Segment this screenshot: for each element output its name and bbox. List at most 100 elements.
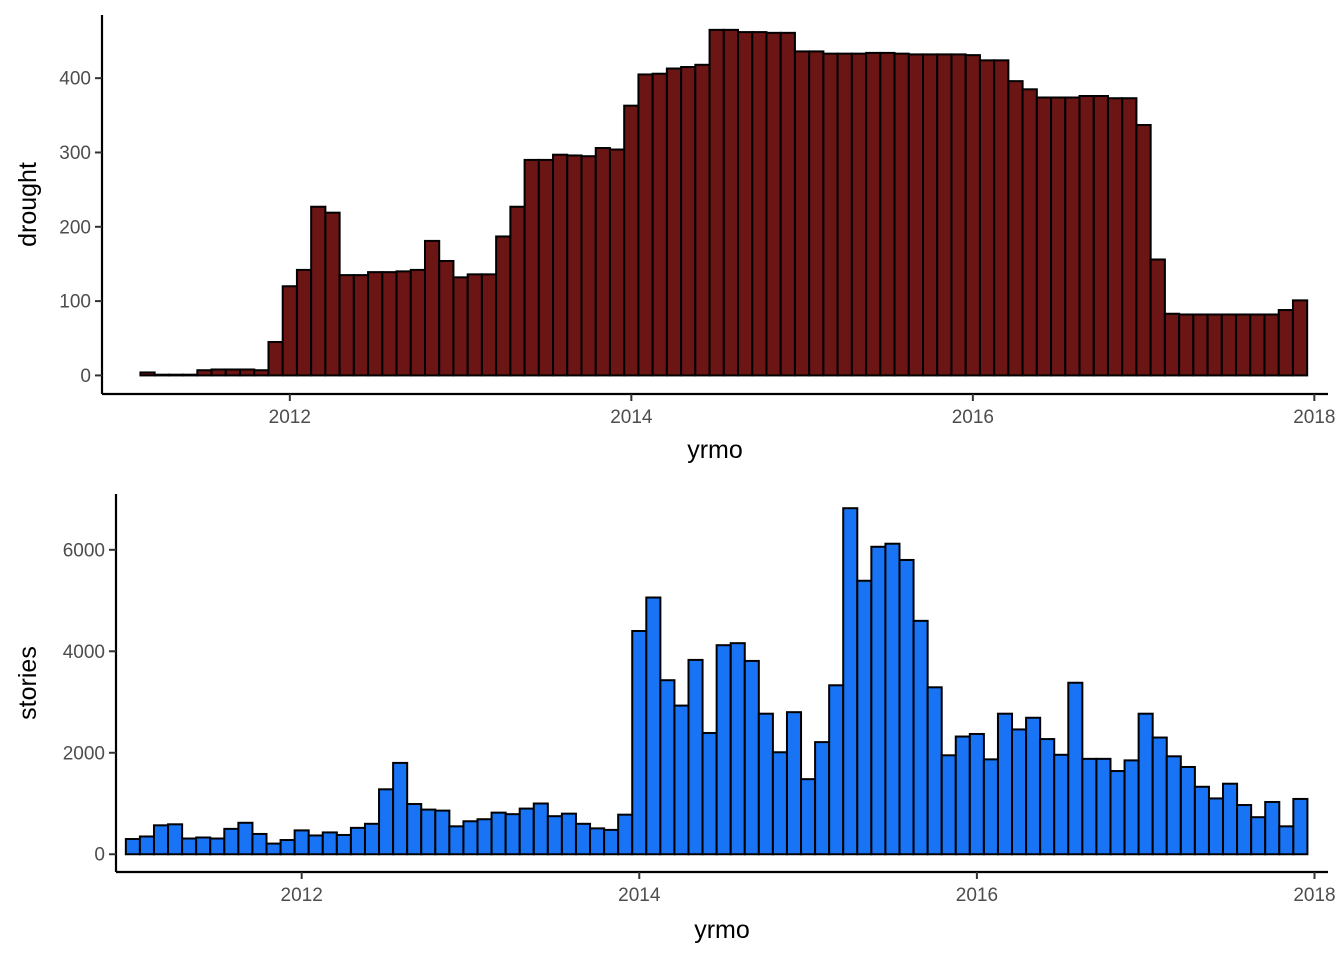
bar [828,684,845,856]
bar [210,368,227,377]
bar [884,542,901,856]
bar [574,822,592,856]
bar [124,838,141,856]
x-axis-title: yrmo [687,436,743,464]
bar [466,273,483,377]
bar [722,28,740,377]
y-tick-label: 6000 [63,540,105,561]
bar [665,67,683,377]
bar [395,270,412,377]
bar [349,826,366,856]
bar [1163,312,1181,377]
bar [757,712,774,856]
bar [842,507,859,856]
bar [814,741,831,856]
bar [743,659,760,856]
bar [139,371,156,377]
bar [295,268,313,377]
x-tick-label: 2014 [618,885,661,906]
bar [476,818,493,856]
bar [631,629,648,856]
bar [1123,759,1140,856]
bar [367,271,384,377]
bar [779,31,796,377]
y-tick-label: 400 [59,69,91,90]
bar-series [139,28,1309,377]
bar [708,28,725,377]
bar [182,373,199,377]
bar [438,259,455,377]
bar [993,59,1010,377]
bar [701,731,718,856]
bar [462,820,479,856]
bar [153,373,170,377]
bar [378,788,395,856]
bar [673,704,690,856]
x-tick-label: 2012 [269,407,311,428]
bar [729,642,746,856]
bar [1011,728,1028,856]
bar [594,147,611,377]
bar [893,52,910,377]
bar [196,369,213,377]
bar [1179,765,1196,856]
bar [1249,313,1266,377]
bar [1106,97,1124,377]
bar [181,837,198,856]
bar [870,545,887,856]
bar [1263,313,1280,377]
bar [1078,95,1095,377]
bar [490,811,507,856]
bar [452,276,469,377]
drought-panel: 0 100 200 300 400 2012 2014 2016 2018 yrmo drought [14,15,1335,464]
bar [335,833,352,856]
bar [138,835,155,856]
x-tick-label: 2018 [1293,407,1335,428]
bar [265,842,282,856]
bar [1207,797,1225,856]
bar [737,31,754,377]
bar [1222,782,1239,856]
x-tick-label: 2016 [956,885,998,906]
bar [1095,757,1112,856]
x-tick-label: 2016 [952,407,994,428]
bar [822,52,839,377]
bar [352,274,370,377]
bar [1250,816,1267,856]
bar [715,644,732,856]
bar [237,821,254,856]
bar [1192,313,1209,377]
bar [865,51,882,377]
bar [687,658,704,856]
bar [523,158,540,377]
y-tick-label: 0 [94,845,105,866]
x-tick-label: 2014 [610,407,653,428]
bar [1081,757,1098,856]
bar [940,754,957,856]
bar [338,274,355,377]
bar [800,778,817,856]
y-tick-label: 200 [59,217,91,238]
bar [392,761,409,856]
bar [560,812,577,856]
bar [1178,313,1195,377]
bar [537,158,555,377]
bar [1264,800,1281,856]
bar [936,53,953,377]
bar [996,712,1014,856]
bar [253,369,270,377]
bar [793,50,811,377]
bar [267,340,284,377]
bar [307,834,324,856]
bar [898,558,915,856]
bar [448,825,465,856]
bar [223,827,240,856]
bar [546,815,563,856]
bar [645,596,662,856]
bar [363,822,381,856]
bar [195,836,212,856]
bar [480,273,498,377]
bar [589,827,606,856]
bar [978,59,996,377]
